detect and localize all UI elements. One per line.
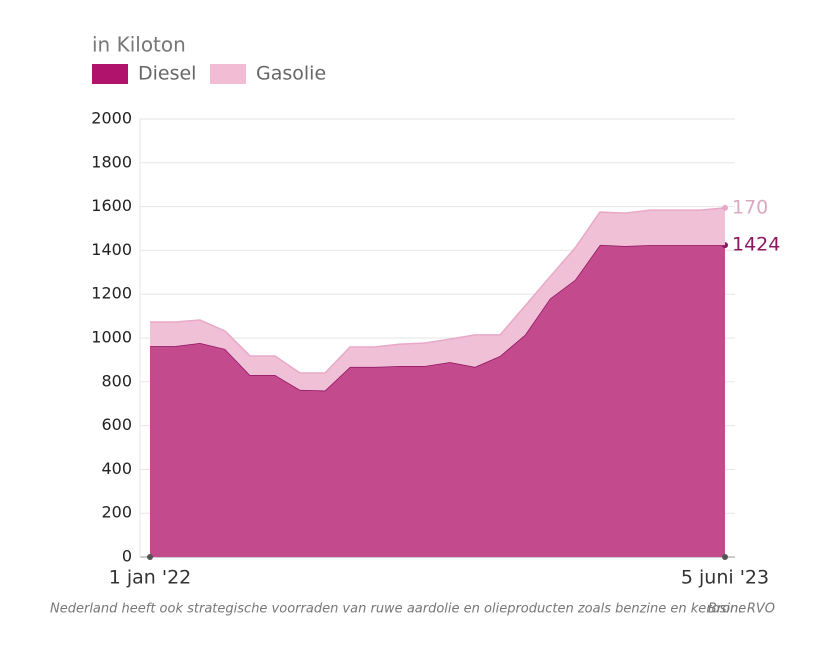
legend-swatch	[210, 64, 246, 84]
x-tick-label: 5 juni '23	[681, 567, 769, 589]
legend-swatch	[92, 64, 128, 84]
footnote: Nederland heeft ook strategische voorrad…	[50, 602, 746, 617]
legend-label: Diesel	[138, 63, 196, 85]
area	[150, 244, 725, 558]
y-tick-label: 1200	[91, 284, 132, 303]
y-tick-label: 1400	[91, 240, 132, 259]
value-label: 1424	[732, 234, 780, 256]
source: Bron: RVO	[708, 602, 775, 617]
chart-subtitle: in Kiloton	[92, 33, 186, 57]
x-tick-dot	[147, 554, 153, 560]
y-tick-label: 1000	[91, 328, 132, 347]
y-tick-label: 0	[122, 547, 132, 566]
area-line	[150, 207, 726, 374]
y-tick-label: 1600	[91, 196, 132, 215]
y-tick-label: 200	[101, 503, 132, 522]
x-tick-label: 1 jan '22	[109, 567, 192, 589]
value-label: 170	[732, 196, 768, 218]
end-dot	[722, 204, 728, 211]
y-tick-label: 600	[101, 415, 132, 434]
y-tick-label: 400	[101, 459, 132, 478]
legend-label: Gasolie	[256, 63, 326, 85]
x-tick-dot	[722, 554, 728, 560]
y-tick-label: 800	[101, 371, 132, 390]
y-tick-label: 1800	[91, 152, 132, 171]
area	[150, 207, 725, 391]
y-tick-label: 2000	[91, 109, 132, 128]
